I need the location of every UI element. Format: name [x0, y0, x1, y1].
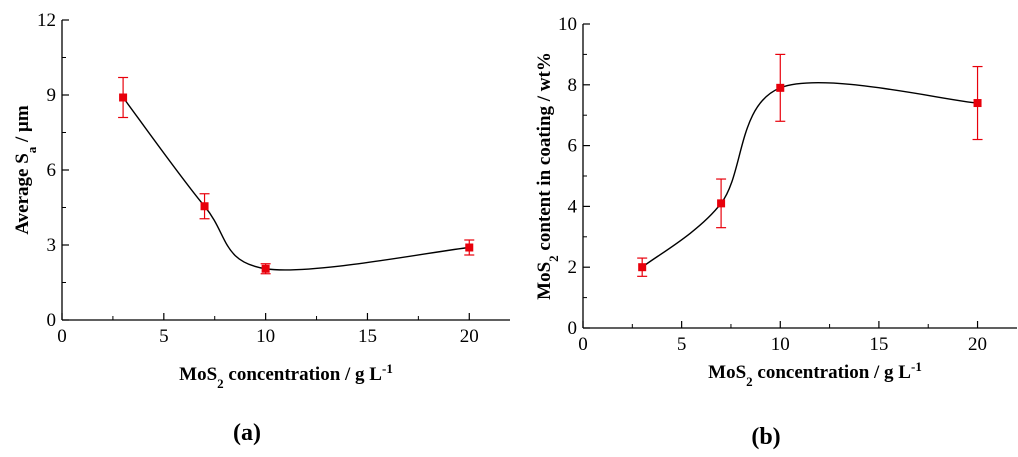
data-point — [200, 202, 209, 211]
chart-panel-a: 0 5 10 15 20 0 3 6 9 12 MoS2 concentration / g L-1… — [12, 10, 510, 446]
y-tick-label: 10 — [558, 14, 577, 35]
x-tick-label: 10 — [771, 334, 790, 355]
y-tick-label: 9 — [47, 85, 57, 106]
fit-curve — [641, 82, 978, 268]
y-axis-label: Average Sa / μm — [12, 105, 39, 234]
data-point — [465, 243, 474, 252]
data-point — [119, 93, 128, 102]
chart-panel-b: 0 5 10 15 20 0 2 4 6 8 10 MoS2 concentration / g L-… — [534, 14, 1017, 450]
panel-label: (b) — [751, 424, 780, 450]
y-axis-label: MoS2 content in coating / wt% — [534, 52, 561, 300]
data-point — [717, 199, 726, 208]
x-tick-label: 0 — [57, 326, 67, 347]
y-tick-label: 6 — [568, 136, 578, 157]
y-tick-label: 6 — [47, 160, 57, 181]
y-tick-label: 4 — [568, 196, 578, 217]
y-tick-label: 0 — [47, 310, 57, 331]
x-tick-label: 0 — [578, 334, 588, 355]
x-tick-label: 5 — [159, 326, 169, 347]
data-point — [638, 263, 647, 272]
x-tick-label: 15 — [869, 334, 888, 355]
x-tick-label: 20 — [460, 326, 479, 347]
y-tick-label: 8 — [568, 75, 578, 96]
data-point — [261, 264, 270, 273]
y-tick-label: 3 — [47, 235, 57, 256]
data-point — [776, 83, 785, 92]
x-tick-label: 5 — [677, 334, 687, 355]
y-tick-label: 12 — [37, 10, 56, 31]
x-axis-label: MoS2 concentration / g L-1 — [179, 361, 393, 391]
panel-label: (a) — [233, 420, 261, 446]
y-tick-label: 0 — [568, 318, 578, 339]
x-tick-label: 20 — [968, 334, 987, 355]
x-tick-label: 10 — [256, 326, 275, 347]
data-point — [973, 99, 982, 108]
x-tick-label: 15 — [358, 326, 377, 347]
y-tick-label: 2 — [568, 257, 578, 278]
fit-curve — [122, 97, 470, 271]
x-axis-label: MoS2 concentration / g L-1 — [708, 359, 922, 389]
